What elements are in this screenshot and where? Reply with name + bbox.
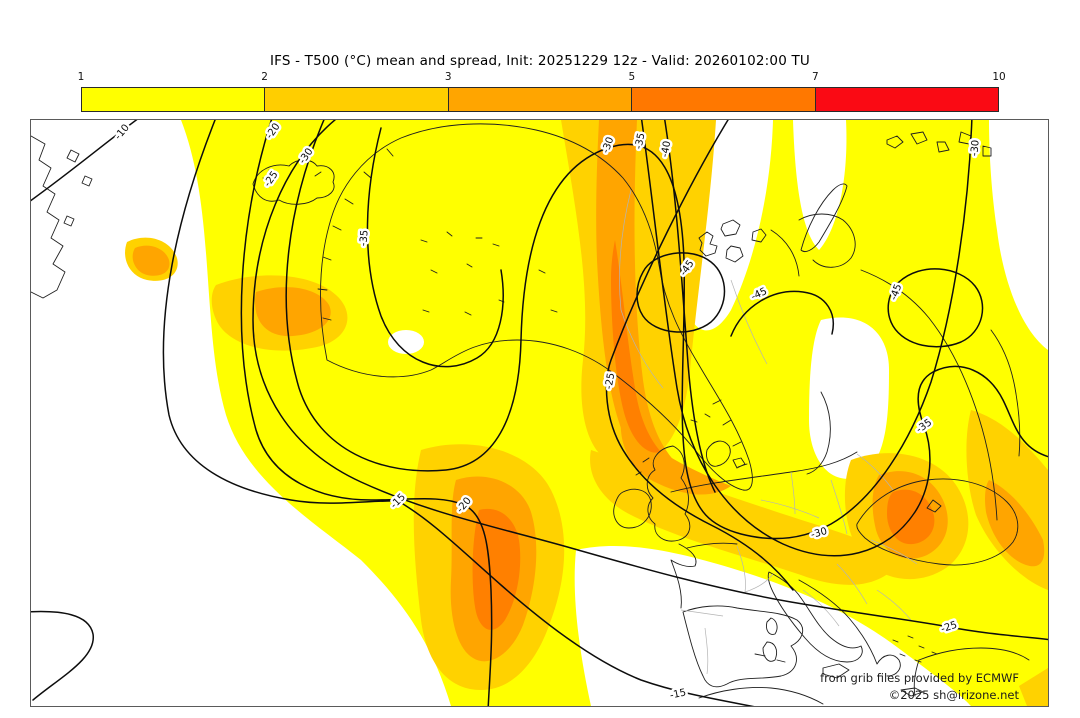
coastlines xyxy=(31,123,1030,705)
contour-label--35-12: -35 xyxy=(358,229,370,246)
contour-minus10-south xyxy=(31,610,94,701)
contour-minus25-lobe xyxy=(605,120,794,591)
map-frame: -10 -15 -15 -20 -20 -25 -25 -25 -30 -30 -30 -30 -35-… xyxy=(30,119,1049,707)
contour-minus45-loop1 xyxy=(636,252,726,333)
colorbar-segment-3 xyxy=(632,88,816,111)
colorbar-tick-10: 10 xyxy=(992,71,1006,83)
colorbar-tick-5: 5 xyxy=(628,71,636,83)
attribution-copyright: ©2025 sh@irizone.net xyxy=(889,688,1020,702)
colorbar-segment-4 xyxy=(815,88,999,111)
contour-minus25 xyxy=(252,120,1048,641)
weather-map: -10-15-15-20-20-25-25-25-30-30-30-30-35-… xyxy=(31,120,1048,706)
contour-minus35-east xyxy=(640,120,1048,557)
contour-minus35-west xyxy=(366,127,504,368)
colorbar-tick-2: 2 xyxy=(261,71,268,83)
colorbar-tick-1: 1 xyxy=(77,71,85,83)
contour-minus45-arc xyxy=(730,290,834,337)
contour-minus20 xyxy=(240,120,493,706)
contour-minus10 xyxy=(31,120,138,202)
contour-minus40 xyxy=(664,120,716,493)
chart-title: IFS - T500 (°C) mean and spread, Init: 2… xyxy=(269,53,811,69)
colorbar-segment-2 xyxy=(448,88,633,111)
attribution-source: from grib files provided by ECMWF xyxy=(820,671,1019,685)
colorbar-segment-1 xyxy=(265,88,449,111)
contour-minus15 xyxy=(162,120,755,706)
colorbar-tick-labels: 1 2 3 5 7 10 xyxy=(77,71,1006,85)
contour-minus45-loop2 xyxy=(887,268,984,348)
mean-contours xyxy=(31,120,1048,706)
colorbar-tick-3: 3 xyxy=(444,71,452,83)
colorbar-segment-0 xyxy=(82,88,266,111)
contour-label--30-11: -30 xyxy=(969,139,981,156)
colorbar-tick-7: 7 xyxy=(812,71,819,83)
contour-minus30 xyxy=(285,120,973,540)
spread-colorbar xyxy=(81,87,999,112)
